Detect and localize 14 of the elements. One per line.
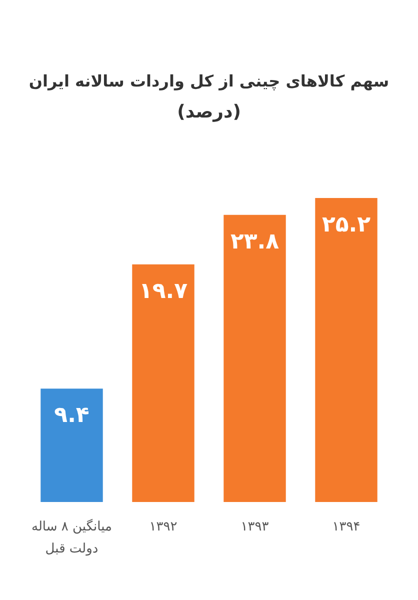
bar <box>224 214 286 502</box>
data-label: ۹.۴ <box>54 403 90 428</box>
data-label: ۲۳.۸ <box>230 229 280 254</box>
bar <box>315 198 378 502</box>
x-tick-label: میانگین ۸ ساله دولت قبل <box>31 518 112 556</box>
chart-subtitle: (درصد) <box>177 102 241 122</box>
data-label: ۲۵.۲ <box>322 212 372 238</box>
data-label: ۱۹.۷ <box>138 278 188 304</box>
chart-title: سهم کالاهای چینی از کل واردات سالانه ایران <box>28 72 390 90</box>
bar <box>132 264 194 502</box>
bar <box>40 388 103 502</box>
x-tick-label: ۱۳۹۳ <box>240 520 269 534</box>
x-tick-label: ۱۳۹۲ <box>149 520 178 534</box>
x-tick-label: ۱۳۹۴ <box>332 520 360 534</box>
